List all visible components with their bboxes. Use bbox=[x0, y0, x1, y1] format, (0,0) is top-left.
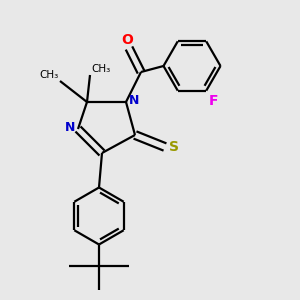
Text: O: O bbox=[122, 32, 134, 46]
Text: F: F bbox=[209, 94, 219, 108]
Text: S: S bbox=[169, 140, 178, 154]
Text: N: N bbox=[128, 94, 139, 107]
Text: CH₃: CH₃ bbox=[39, 70, 58, 80]
Text: CH₃: CH₃ bbox=[92, 64, 111, 74]
Text: N: N bbox=[64, 121, 75, 134]
